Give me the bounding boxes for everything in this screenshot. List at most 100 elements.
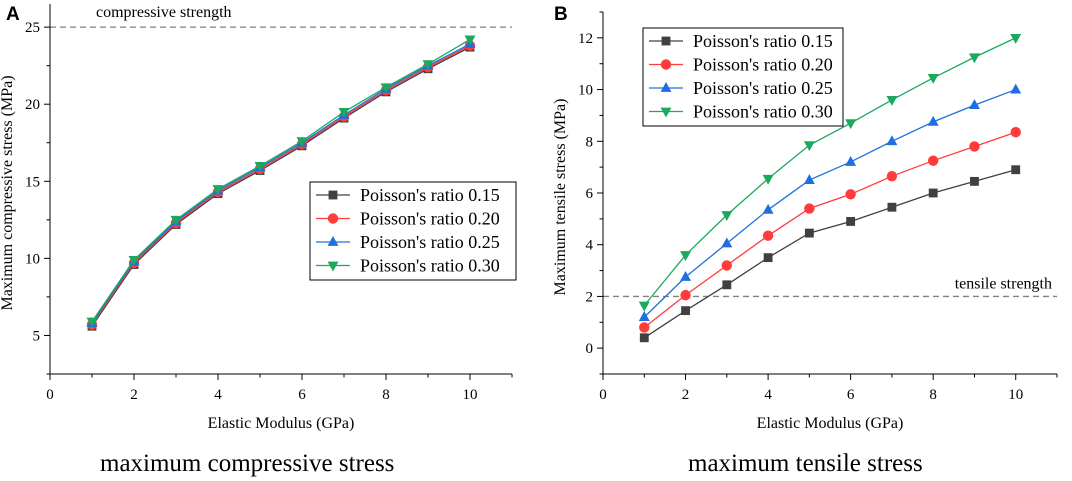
data-point [1010, 33, 1022, 44]
x-tick-label: 6 [847, 387, 855, 403]
y-tick-label: 6 [586, 186, 594, 202]
data-point [762, 230, 774, 241]
legend-marker [327, 236, 339, 246]
data-point [464, 35, 476, 46]
series-3 [638, 83, 1022, 322]
series-2 [639, 127, 1021, 333]
y-tick-label: 12 [578, 31, 593, 47]
data-point [721, 260, 733, 271]
data-point [969, 141, 980, 152]
data-point [846, 217, 856, 226]
panel-label-b: B [554, 4, 568, 25]
legend-marker [660, 107, 672, 118]
legend-label: Poisson's ratio 0.30 [693, 102, 833, 122]
series-line [643, 37, 1017, 306]
x-tick-label: 10 [463, 387, 478, 403]
data-point [128, 256, 140, 266]
x-tick-label: 8 [382, 387, 390, 403]
data-point [254, 161, 266, 172]
y-tick-label: 10 [578, 83, 593, 99]
y-tick-label: 0 [586, 341, 594, 357]
panel-label-a: A [6, 4, 20, 25]
x-tick-label: 0 [599, 387, 607, 403]
series-line [643, 169, 1016, 339]
x-tick-label: 4 [764, 387, 772, 403]
data-point [887, 202, 897, 212]
y-tick-label: 8 [586, 134, 594, 150]
data-point [422, 60, 434, 71]
x-tick-label: 0 [46, 387, 54, 403]
data-point [886, 135, 898, 146]
data-point [803, 174, 815, 184]
panel-a-compressive-chart: A compressive strength 0 2 4 6 8 10510152025 … [0, 4, 517, 432]
data-point [927, 155, 939, 166]
reference-line-label: compressive strength [96, 4, 232, 21]
x-tick-label: 2 [682, 387, 690, 403]
data-point [970, 176, 979, 186]
data-point [721, 237, 733, 248]
data-point [804, 203, 815, 214]
data-point [1010, 127, 1021, 138]
x-tick-label: 10 [1008, 387, 1023, 403]
data-point [722, 280, 732, 290]
data-point [886, 170, 898, 182]
data-point [1011, 165, 1021, 175]
data-point [638, 311, 650, 322]
compressive-strength-line: compressive strength [50, 4, 512, 28]
series-1 [639, 165, 1021, 343]
data-point [763, 253, 773, 263]
caption-tensile: maximum tensile stress [688, 450, 923, 477]
legend-marker [328, 190, 338, 200]
reference-line-label: tensile strength [955, 275, 1052, 292]
data-point [639, 322, 650, 333]
legend-marker [660, 59, 672, 70]
y-tick-label: 25 [25, 20, 40, 36]
series-line [91, 38, 471, 322]
legend-label: Poisson's ratio 0.25 [360, 232, 500, 252]
panel-a-y-axis-label: Maximum compressive stress (MPa) [0, 75, 16, 310]
data-point [170, 215, 182, 226]
data-point [803, 141, 815, 152]
data-point [638, 301, 650, 312]
figure: A compressive strength 0 2 4 6 8 10510152025 … [0, 4, 1058, 432]
legend-box [309, 181, 517, 281]
legend-label: Poisson's ratio 0.30 [360, 256, 500, 276]
panel-a-series [86, 35, 476, 331]
data-point [928, 188, 938, 198]
data-point [639, 333, 649, 343]
panel-b-x-axis-label: Elastic Modulus (GPa) [757, 415, 904, 432]
data-point [845, 155, 857, 166]
data-point [968, 99, 980, 109]
panel-b-legend: Poisson's ratio 0.15 Poisson's ratio 0.20… [642, 27, 844, 127]
data-point [680, 271, 692, 281]
panel-a-ticks: 0 2 4 6 8 10 5 10 15 20 25 [25, 20, 513, 403]
legend-label: Poisson's ratio 0.20 [693, 55, 833, 75]
legend-box [642, 27, 844, 127]
caption-compressive: maximum compressive stress [100, 450, 395, 477]
data-point [338, 108, 350, 118]
legend-marker [327, 213, 339, 224]
data-point [721, 211, 733, 221]
data-point [762, 203, 774, 214]
legend-label: Poisson's ratio 0.15 [693, 31, 833, 51]
x-tick-label: 4 [214, 387, 222, 403]
panel-b-ticks: 0 2 4 6 8 10 0 2 4 6 8 10 12 [578, 11, 1058, 403]
data-point [845, 189, 856, 200]
x-tick-label: 2 [130, 387, 138, 403]
data-point [296, 137, 308, 148]
legend-marker [661, 36, 671, 46]
legend-label: Poisson's ratio 0.15 [360, 185, 500, 205]
data-point [380, 83, 392, 94]
y-tick-label: 5 [33, 328, 41, 344]
data-point [804, 228, 814, 238]
y-tick-label: 20 [25, 97, 40, 113]
panel-b-series [638, 33, 1022, 343]
data-point [927, 74, 939, 84]
x-tick-label: 8 [929, 387, 937, 403]
series-line [643, 131, 1016, 328]
data-point [886, 96, 898, 106]
y-tick-label: 15 [25, 174, 40, 190]
legend-label: Poisson's ratio 0.25 [693, 78, 833, 98]
legend-marker [327, 261, 339, 272]
data-point [1010, 83, 1022, 94]
